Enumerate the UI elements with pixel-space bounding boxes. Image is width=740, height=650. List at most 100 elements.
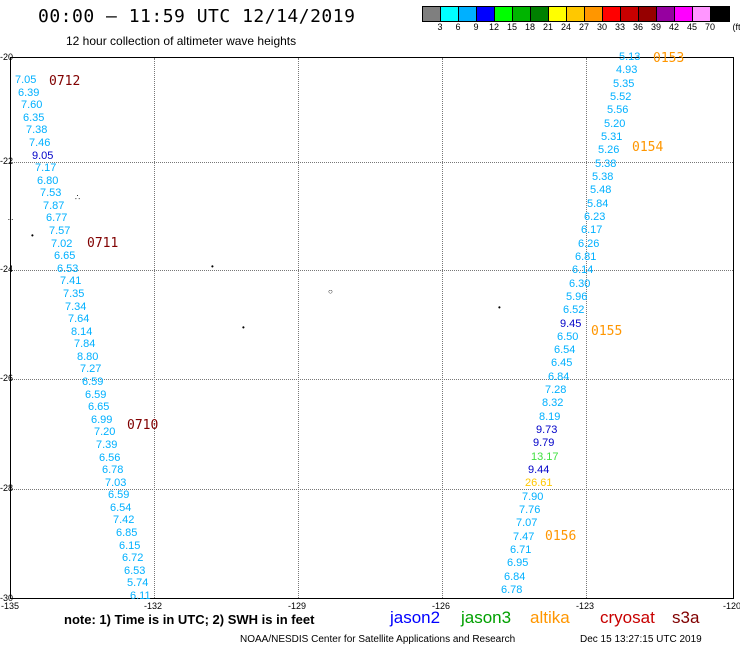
wave-height-value: 6.17 bbox=[581, 224, 603, 236]
wave-height-value: 6.72 bbox=[122, 552, 144, 564]
wave-height-value: 6.53 bbox=[124, 565, 146, 577]
wave-height-value: 6.59 bbox=[85, 389, 107, 401]
island-marker: ○ bbox=[328, 287, 333, 296]
color-swatch bbox=[693, 7, 711, 21]
wave-height-value: 6.71 bbox=[510, 544, 532, 556]
wave-height-value: 7.28 bbox=[545, 384, 567, 396]
wave-height-value: 6.99 bbox=[91, 414, 113, 426]
wave-height-value: 6.85 bbox=[116, 527, 138, 539]
y-axis-label: -20 bbox=[0, 52, 14, 62]
wave-height-value: 6.52 bbox=[563, 304, 585, 316]
island-marker: • bbox=[211, 262, 214, 271]
color-legend-label: 45 bbox=[686, 22, 698, 32]
color-swatch bbox=[513, 7, 531, 21]
wave-height-value: 7.46 bbox=[29, 137, 51, 149]
generation-timestamp: Dec 15 13:27:15 UTC 2019 bbox=[580, 634, 702, 645]
wave-height-value: 5.74 bbox=[127, 577, 149, 589]
wave-height-value: 6.14 bbox=[572, 264, 594, 276]
color-legend bbox=[422, 6, 730, 22]
wave-height-value: 5.35 bbox=[613, 78, 635, 90]
wave-height-value: 7.76 bbox=[519, 504, 541, 516]
y-axis-label: -30 bbox=[0, 593, 14, 603]
x-axis-label: -126 bbox=[431, 601, 451, 611]
wave-height-value: 5.52 bbox=[610, 91, 632, 103]
wave-height-value: 9.73 bbox=[536, 424, 558, 436]
color-legend-label: 3 bbox=[437, 22, 443, 32]
wave-height-value: 6.78 bbox=[102, 464, 124, 476]
page-subtitle: 12 hour collection of altimeter wave hei… bbox=[66, 34, 297, 48]
wave-height-value: 7.05 bbox=[15, 74, 37, 86]
color-legend-label: 21 bbox=[542, 22, 554, 32]
wave-height-value: 7.90 bbox=[522, 491, 544, 503]
x-axis-label: -135 bbox=[0, 601, 20, 611]
y-axis-label: -26 bbox=[0, 373, 14, 383]
grid-line-lat-26 bbox=[11, 379, 733, 380]
y-axis-label: -28 bbox=[0, 483, 14, 493]
color-swatch bbox=[657, 7, 675, 21]
wave-height-value: 13.17 bbox=[531, 451, 559, 463]
pass-time-label: 0710 bbox=[127, 418, 159, 433]
wave-height-value: 6.30 bbox=[569, 278, 591, 290]
wave-height-value: 6.54 bbox=[110, 502, 132, 514]
satellite-name: s3a bbox=[672, 608, 700, 627]
wave-height-value: 7.57 bbox=[49, 225, 71, 237]
pass-time-label: 0154 bbox=[632, 140, 664, 155]
wave-height-value: 7.39 bbox=[96, 439, 118, 451]
color-legend-label: 70 bbox=[704, 22, 716, 32]
wave-height-value: 5.96 bbox=[566, 291, 588, 303]
pass-time-label: 0712 bbox=[49, 74, 81, 89]
wave-height-value: 7.42 bbox=[113, 514, 135, 526]
map-plot: ∵ • ∴ • • ○ • bbox=[8, 57, 734, 599]
wave-height-value: 7.53 bbox=[40, 187, 62, 199]
wave-height-value: 6.80 bbox=[37, 175, 59, 187]
color-legend-label: 12 bbox=[488, 22, 500, 32]
wave-height-value: 7.47 bbox=[513, 531, 535, 543]
wave-height-value: 8.14 bbox=[71, 326, 93, 338]
wave-height-value: 6.15 bbox=[119, 540, 141, 552]
wave-height-value: 5.13 bbox=[619, 51, 641, 63]
wave-height-value: 6.84 bbox=[504, 571, 526, 583]
wave-height-value: 5.38 bbox=[595, 158, 617, 170]
wave-height-value: 9.45 bbox=[560, 318, 582, 330]
wave-height-value: 5.56 bbox=[607, 104, 629, 116]
wave-height-value: 7.38 bbox=[26, 124, 48, 136]
wave-height-value: 6.59 bbox=[108, 489, 130, 501]
color-swatch bbox=[711, 7, 729, 21]
color-legend-label: 15 bbox=[506, 22, 518, 32]
color-legend-label: (ft) bbox=[732, 22, 740, 32]
footnote: note: 1) Time is in UTC; 2) SWH is in fe… bbox=[64, 612, 315, 627]
color-swatch bbox=[441, 7, 459, 21]
wave-height-value: 5.48 bbox=[590, 184, 612, 196]
wave-height-value: 7.34 bbox=[65, 301, 87, 313]
color-legend-label: 30 bbox=[596, 22, 608, 32]
color-legend-label: 9 bbox=[473, 22, 479, 32]
wave-height-value: 6.65 bbox=[88, 401, 110, 413]
wave-height-value: 6.53 bbox=[57, 263, 79, 275]
island-marker: • bbox=[31, 231, 34, 240]
wave-height-value: 6.65 bbox=[54, 250, 76, 262]
wave-height-value: 6.39 bbox=[18, 87, 40, 99]
island-marker: ∵ bbox=[8, 217, 14, 226]
y-axis-label: -22 bbox=[0, 156, 14, 166]
color-swatch bbox=[477, 7, 495, 21]
island-marker: • bbox=[498, 303, 501, 312]
pass-time-label: 0711 bbox=[87, 236, 119, 251]
wave-height-value: 7.35 bbox=[63, 288, 85, 300]
island-marker: ∴ bbox=[75, 193, 81, 202]
pass-time-label: 0156 bbox=[545, 529, 577, 544]
color-swatch bbox=[531, 7, 549, 21]
wave-height-value: 6.56 bbox=[99, 452, 121, 464]
x-axis-label: -132 bbox=[143, 601, 163, 611]
grid-line-lon-132 bbox=[154, 58, 155, 598]
wave-height-value: 7.87 bbox=[43, 200, 65, 212]
wave-height-value: 5.31 bbox=[601, 131, 623, 143]
satellite-name: jason3 bbox=[461, 608, 512, 627]
color-swatch bbox=[549, 7, 567, 21]
wave-height-value: 7.07 bbox=[516, 517, 538, 529]
wave-height-value: 6.35 bbox=[23, 112, 45, 124]
grid-line-lat-24 bbox=[11, 270, 733, 271]
wave-height-value: 5.38 bbox=[592, 171, 614, 183]
color-swatch bbox=[459, 7, 477, 21]
wave-height-value: 6.81 bbox=[575, 251, 597, 263]
